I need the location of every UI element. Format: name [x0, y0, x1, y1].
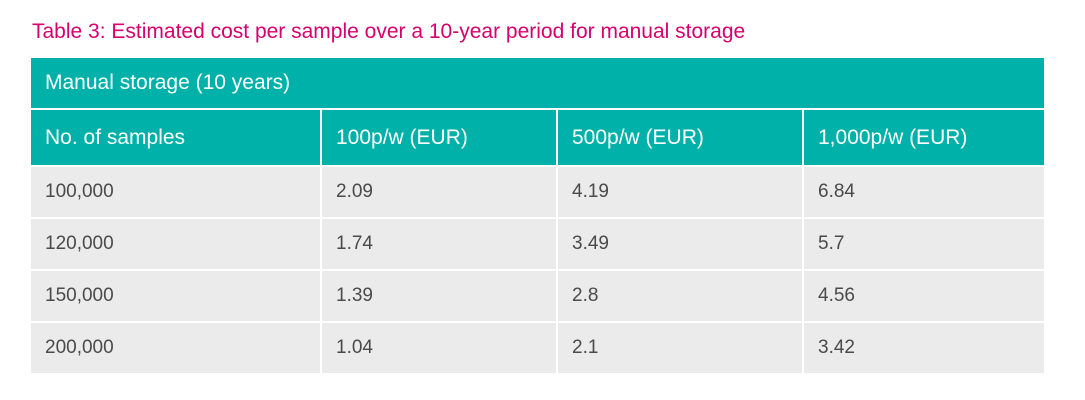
table-cell: 1.74	[321, 217, 558, 270]
data-table: Manual storage (10 years) No. of samples…	[31, 58, 1044, 373]
cost-table: Manual storage (10 years) No. of samples…	[31, 58, 1044, 373]
table-cell: 6.84	[803, 165, 1044, 218]
table-cell: 200,000	[31, 321, 322, 373]
column-header-500pw: 500p/w (EUR)	[557, 109, 804, 166]
table-cell: 2.09	[321, 165, 558, 218]
table-banner-row: Manual storage (10 years)	[31, 58, 1044, 110]
column-header-samples: No. of samples	[31, 109, 322, 166]
table-row: 200,000 1.04 2.1 3.42	[31, 321, 1044, 373]
table-cell: 1.04	[321, 321, 558, 373]
table-cell: 3.49	[557, 217, 804, 270]
column-header-100pw: 100p/w (EUR)	[321, 109, 558, 166]
table-cell: 120,000	[31, 217, 322, 270]
table-row: 120,000 1.74 3.49 5.7	[31, 217, 1044, 270]
table-banner: Manual storage (10 years)	[31, 58, 1044, 110]
table-cell: 2.8	[557, 269, 804, 322]
table-caption: Table 3: Estimated cost per sample over …	[32, 20, 746, 43]
table-cell: 4.19	[557, 165, 804, 218]
table-cell: 150,000	[31, 269, 322, 322]
table-cell: 3.42	[803, 321, 1044, 373]
table-cell: 4.56	[803, 269, 1044, 322]
table-header-row: No. of samples 100p/w (EUR) 500p/w (EUR)…	[31, 109, 1044, 166]
table-cell: 100,000	[31, 165, 322, 218]
column-header-1000pw: 1,000p/w (EUR)	[803, 109, 1044, 166]
table-cell: 1.39	[321, 269, 558, 322]
table-cell: 2.1	[557, 321, 804, 373]
table-row: 150,000 1.39 2.8 4.56	[31, 269, 1044, 322]
table-row: 100,000 2.09 4.19 6.84	[31, 165, 1044, 218]
table-cell: 5.7	[803, 217, 1044, 270]
